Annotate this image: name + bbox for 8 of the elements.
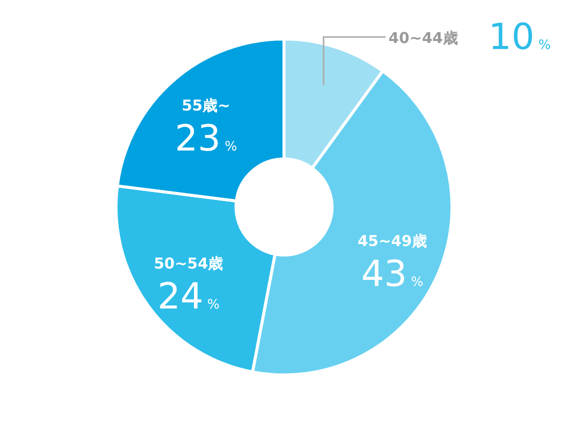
slice-label: 45~49歳 [358,232,427,250]
slice-label: 55歳~ [182,96,230,114]
data-label: 10% [488,17,551,58]
data-label: 43% [361,254,424,295]
data-label: 23% [174,118,238,160]
slice-label: 40~44歳 [388,29,458,47]
data-label: 24% [157,276,220,318]
slice-label: 50~54歳 [154,254,224,272]
